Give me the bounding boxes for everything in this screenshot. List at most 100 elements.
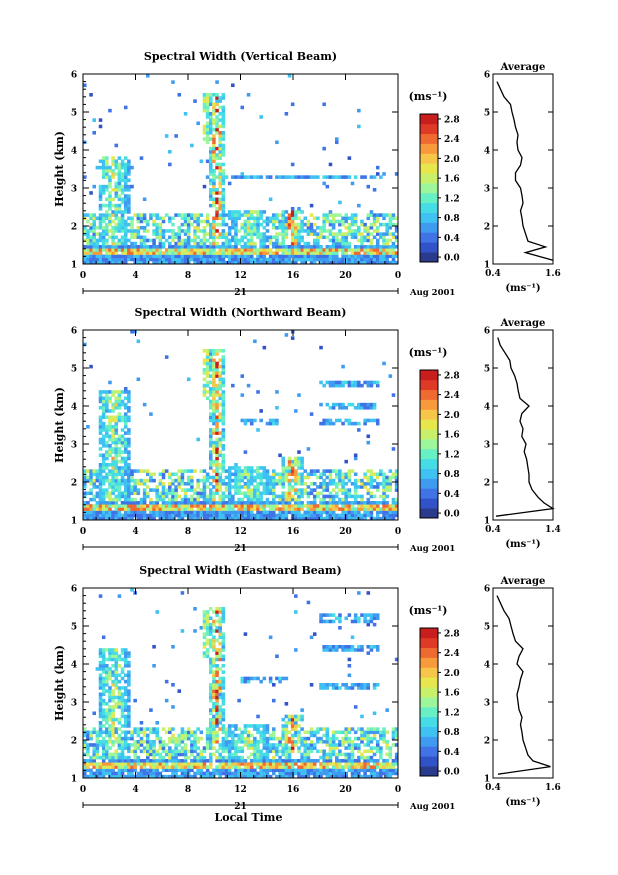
heatmap-cell bbox=[215, 507, 219, 511]
heatmap-cell bbox=[92, 469, 96, 473]
heatmap-cell bbox=[108, 692, 112, 697]
heatmap-cell bbox=[171, 257, 175, 262]
heatmap-cell bbox=[123, 507, 128, 511]
heatmap-cell bbox=[265, 245, 270, 249]
heatmap-cell bbox=[221, 150, 226, 154]
heatmap-cell bbox=[347, 491, 352, 496]
heatmap-cell bbox=[202, 774, 207, 779]
heatmap-cell bbox=[105, 478, 109, 483]
heatmap-cell bbox=[95, 771, 100, 776]
heatmap-cell bbox=[221, 610, 226, 614]
heatmap-cell bbox=[202, 488, 207, 492]
heatmap-cell bbox=[174, 472, 178, 477]
heatmap-cell bbox=[350, 181, 355, 186]
heatmap-cell bbox=[221, 412, 226, 416]
heatmap-cell bbox=[105, 507, 109, 511]
heatmap-cell bbox=[215, 409, 219, 413]
heatmap-cell bbox=[215, 245, 219, 249]
heatmap-cell bbox=[218, 200, 222, 205]
heatmap-cell bbox=[237, 727, 241, 731]
heatmap-cell bbox=[98, 191, 103, 195]
heatmap-cell bbox=[108, 740, 112, 744]
heatmap-cell bbox=[127, 463, 131, 467]
heatmap-cell bbox=[221, 698, 226, 703]
heatmap-cell bbox=[388, 248, 393, 252]
heatmap-cell bbox=[240, 245, 245, 249]
heatmap-cell bbox=[171, 774, 175, 779]
heatmap-cell bbox=[212, 248, 216, 252]
heatmap-cell bbox=[209, 771, 213, 776]
heatmap-cell bbox=[268, 759, 273, 763]
heatmap-cell bbox=[98, 219, 103, 224]
heatmap-cell bbox=[218, 453, 222, 458]
heatmap-cell bbox=[133, 469, 137, 473]
heatmap-cell bbox=[328, 491, 333, 496]
heatmap-cell bbox=[142, 507, 147, 511]
heatmap-cell bbox=[341, 241, 345, 246]
heatmap-cell bbox=[161, 482, 166, 486]
heatmap-cell bbox=[290, 219, 295, 224]
heatmap-cell bbox=[347, 248, 352, 252]
heatmap-cell bbox=[294, 771, 298, 776]
heatmap-cell bbox=[385, 475, 389, 480]
heatmap-cell bbox=[177, 226, 182, 230]
heatmap-cell bbox=[215, 673, 219, 678]
heatmap-cell bbox=[111, 755, 115, 760]
heatmap-cell bbox=[108, 453, 112, 458]
heatmap-cell bbox=[309, 488, 314, 492]
heatmap-cell bbox=[385, 507, 389, 511]
heatmap-cell bbox=[215, 210, 219, 214]
heatmap-cell bbox=[142, 491, 147, 496]
heatmap-cell bbox=[209, 736, 213, 741]
heatmap-cell bbox=[108, 727, 112, 731]
heatmap-cell bbox=[268, 491, 273, 496]
heatmap-cell bbox=[237, 762, 241, 766]
heatmap-cell bbox=[259, 213, 263, 217]
heatmap-cell bbox=[347, 504, 352, 508]
heatmap-cell bbox=[224, 175, 229, 179]
heatmap-cell bbox=[221, 112, 226, 116]
heatmap-cell bbox=[146, 516, 150, 521]
heatmap-cell bbox=[246, 216, 251, 221]
heatmap-cell bbox=[127, 194, 131, 198]
heatmap-cell bbox=[227, 762, 232, 766]
heatmap-cell bbox=[123, 501, 128, 505]
heatmap-cell bbox=[234, 504, 238, 508]
heatmap-cell bbox=[394, 472, 399, 477]
heatmap-cell bbox=[331, 513, 336, 518]
heatmap-cell bbox=[262, 232, 267, 236]
heatmap-cell bbox=[101, 159, 106, 164]
heatmap-cell bbox=[209, 746, 213, 750]
heatmap-cell bbox=[111, 232, 115, 236]
heatmap-cell bbox=[344, 497, 348, 502]
heatmap-cell bbox=[221, 736, 226, 741]
heatmap-cell bbox=[221, 371, 226, 375]
heatmap-cell bbox=[149, 746, 153, 750]
heatmap-cell bbox=[221, 418, 226, 423]
heatmap-cell bbox=[139, 736, 144, 741]
heatmap-cell bbox=[363, 510, 367, 515]
heatmap-cell bbox=[98, 488, 103, 492]
heatmap-cell bbox=[221, 232, 226, 236]
heatmap-cell bbox=[98, 222, 103, 227]
heatmap-cell bbox=[325, 494, 330, 499]
heatmap-cell bbox=[105, 714, 109, 719]
heatmap-cell bbox=[268, 513, 273, 518]
heatmap-cell bbox=[183, 260, 188, 265]
heatmap-cell bbox=[98, 431, 103, 435]
heatmap-cell bbox=[92, 504, 96, 508]
heatmap-cell bbox=[388, 516, 393, 521]
heatmap-cell bbox=[127, 494, 131, 499]
heatmap-cell bbox=[212, 513, 216, 518]
heatmap-cell bbox=[193, 504, 197, 508]
heatmap-cell bbox=[127, 497, 131, 502]
heatmap-cell bbox=[117, 510, 122, 515]
heatmap-cell bbox=[95, 485, 100, 489]
heatmap-cell bbox=[234, 727, 238, 731]
heatmap-cell bbox=[215, 213, 219, 217]
heatmap-cell bbox=[209, 762, 213, 766]
heatmap-cell bbox=[105, 752, 109, 757]
heatmap-cell bbox=[209, 698, 213, 703]
heatmap-cell bbox=[205, 115, 210, 119]
